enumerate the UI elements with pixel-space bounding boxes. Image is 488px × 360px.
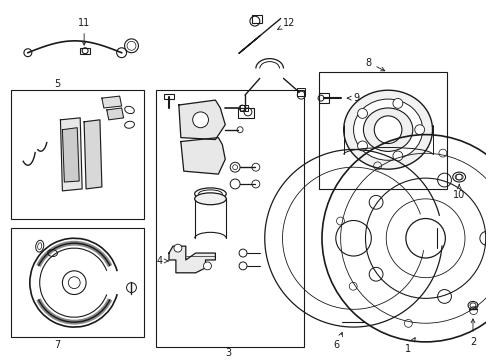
Text: 1: 1: [404, 338, 414, 354]
Polygon shape: [84, 120, 102, 189]
Text: 10: 10: [452, 184, 465, 200]
Bar: [80, 48, 90, 54]
Text: 4: 4: [156, 256, 168, 266]
Text: 7: 7: [54, 340, 61, 350]
Bar: [240, 105, 247, 111]
Bar: [11, 228, 144, 337]
Polygon shape: [181, 138, 225, 174]
Ellipse shape: [363, 108, 412, 152]
Bar: [251, 15, 261, 23]
Circle shape: [357, 108, 367, 118]
Circle shape: [414, 125, 424, 135]
Polygon shape: [179, 100, 225, 140]
Polygon shape: [106, 108, 123, 120]
Bar: [164, 94, 174, 99]
Text: 2: 2: [469, 319, 475, 347]
Circle shape: [174, 244, 182, 252]
Bar: [11, 90, 144, 219]
Text: 5: 5: [54, 79, 61, 89]
Polygon shape: [102, 96, 122, 108]
Polygon shape: [61, 118, 82, 191]
Bar: [318, 72, 447, 189]
Circle shape: [203, 262, 211, 270]
Circle shape: [357, 141, 367, 151]
Circle shape: [373, 116, 401, 144]
Bar: [156, 90, 304, 347]
Text: 3: 3: [224, 348, 231, 358]
Circle shape: [192, 112, 208, 128]
Bar: [318, 93, 328, 103]
Bar: [238, 108, 253, 118]
Text: 9: 9: [346, 93, 359, 103]
Text: 11: 11: [78, 18, 90, 45]
Text: 8: 8: [365, 58, 384, 71]
Circle shape: [392, 99, 402, 108]
Polygon shape: [169, 246, 215, 273]
Bar: [297, 88, 305, 96]
Ellipse shape: [194, 193, 226, 205]
Text: 6: 6: [333, 332, 342, 350]
Polygon shape: [62, 128, 79, 182]
Ellipse shape: [353, 99, 422, 160]
Text: 12: 12: [277, 18, 295, 29]
Circle shape: [392, 151, 402, 161]
Ellipse shape: [343, 90, 431, 169]
